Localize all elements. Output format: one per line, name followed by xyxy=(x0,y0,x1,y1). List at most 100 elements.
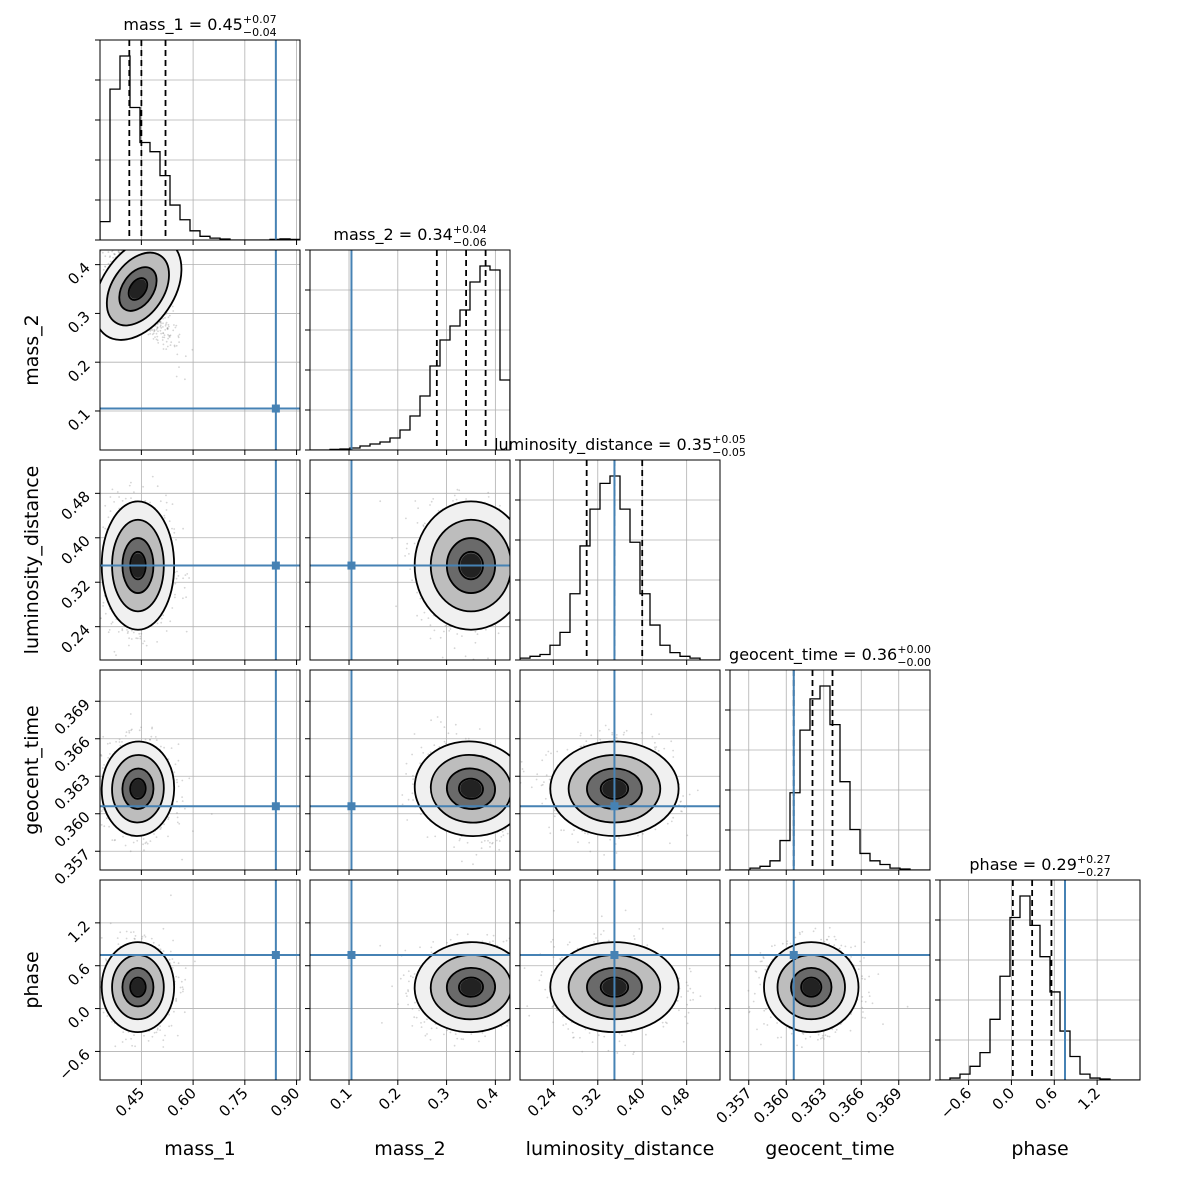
sample-point xyxy=(527,798,529,800)
sample-point xyxy=(156,622,159,625)
sample-point xyxy=(132,631,135,634)
sample-point xyxy=(111,250,113,253)
sample-point xyxy=(429,751,432,754)
sample-point xyxy=(405,547,408,550)
sample-point xyxy=(172,329,175,332)
sample-point xyxy=(476,633,479,636)
sample-point xyxy=(108,825,110,828)
sample-point xyxy=(142,838,145,840)
sample-point xyxy=(515,783,517,785)
sample-point xyxy=(156,327,159,330)
sample-point xyxy=(176,353,179,356)
sample-point xyxy=(155,836,158,838)
sample-point xyxy=(515,587,517,589)
sample-point xyxy=(107,245,109,247)
sample-point xyxy=(126,632,129,634)
sample-point xyxy=(115,242,117,244)
sample-point xyxy=(123,245,125,247)
contour-line-3 xyxy=(445,767,496,810)
sample-point xyxy=(530,786,533,789)
sample-point xyxy=(167,816,170,819)
sample-point xyxy=(523,835,525,837)
contour-line-1 xyxy=(413,740,510,838)
sample-point xyxy=(111,621,114,624)
sample-point xyxy=(90,811,92,813)
sample-point xyxy=(174,763,177,766)
sample-point xyxy=(523,576,525,578)
sample-point xyxy=(109,753,111,755)
sample-point xyxy=(165,630,168,632)
sample-point xyxy=(185,596,188,599)
sample-point xyxy=(98,221,100,223)
sample-point xyxy=(101,767,104,769)
sample-point xyxy=(535,570,537,572)
sample-point xyxy=(537,758,539,760)
sample-point xyxy=(153,330,156,333)
sample-point xyxy=(104,265,107,268)
y-tick-label: 0.1 xyxy=(64,405,94,435)
sample-point xyxy=(517,574,519,576)
sample-point xyxy=(174,582,177,585)
sample-point xyxy=(144,842,147,845)
sample-point xyxy=(669,842,671,845)
sample-point xyxy=(149,332,152,335)
sample-point xyxy=(138,632,141,635)
sample-point xyxy=(434,835,437,838)
scatter-panel-mass_2-vs-geocent_time xyxy=(305,669,539,875)
sample-point xyxy=(176,812,178,814)
sample-point xyxy=(520,577,522,579)
y-tick-label: 0.369 xyxy=(51,695,94,738)
sample-point xyxy=(178,822,181,825)
sample-point xyxy=(518,542,520,544)
sample-point xyxy=(515,792,517,794)
sample-point xyxy=(121,628,124,630)
sample-point xyxy=(516,818,518,820)
sample-point xyxy=(139,637,142,640)
sample-point xyxy=(177,335,180,337)
plot-area xyxy=(310,250,510,450)
sample-point xyxy=(501,830,504,833)
sample-point xyxy=(127,630,129,633)
sample-point xyxy=(136,637,139,640)
scatter-panel-mass_2-vs-luminosity_distance xyxy=(305,459,537,665)
sample-point xyxy=(527,564,529,566)
sample-point xyxy=(144,738,147,741)
sample-point xyxy=(176,816,179,819)
sample-point xyxy=(506,832,509,835)
sample-point xyxy=(512,592,514,594)
title-plus: +0.05 xyxy=(712,433,746,446)
sample-point xyxy=(680,810,682,813)
sample-point xyxy=(487,496,490,498)
sample-point xyxy=(175,344,178,347)
sample-point xyxy=(162,322,164,325)
sample-point xyxy=(107,631,110,634)
sample-point xyxy=(427,753,430,756)
sample-point xyxy=(159,500,162,503)
sample-point xyxy=(447,732,450,735)
sample-point xyxy=(416,614,418,617)
sample-point xyxy=(465,498,467,500)
plot-area xyxy=(520,670,720,870)
sample-point xyxy=(106,230,108,232)
sample-point xyxy=(526,801,528,803)
axes-frame xyxy=(99,249,301,451)
sample-point xyxy=(175,577,178,580)
sample-point xyxy=(177,785,180,788)
y-tick-label: 0.2 xyxy=(64,356,94,386)
sample-point xyxy=(535,601,537,603)
sample-point xyxy=(517,617,519,619)
sample-point xyxy=(112,256,114,259)
y-tick-label: 0.40 xyxy=(57,532,93,568)
sample-point xyxy=(163,336,166,339)
sample-point xyxy=(518,586,520,588)
sample-point xyxy=(464,655,467,658)
sample-point xyxy=(88,618,90,620)
sample-point xyxy=(184,378,186,381)
sample-point xyxy=(176,781,179,784)
sample-point xyxy=(422,752,425,754)
sample-point xyxy=(129,850,132,853)
sample-point xyxy=(121,741,123,743)
sample-point xyxy=(163,334,166,337)
sample-point xyxy=(87,218,89,220)
sample-point xyxy=(514,572,516,574)
